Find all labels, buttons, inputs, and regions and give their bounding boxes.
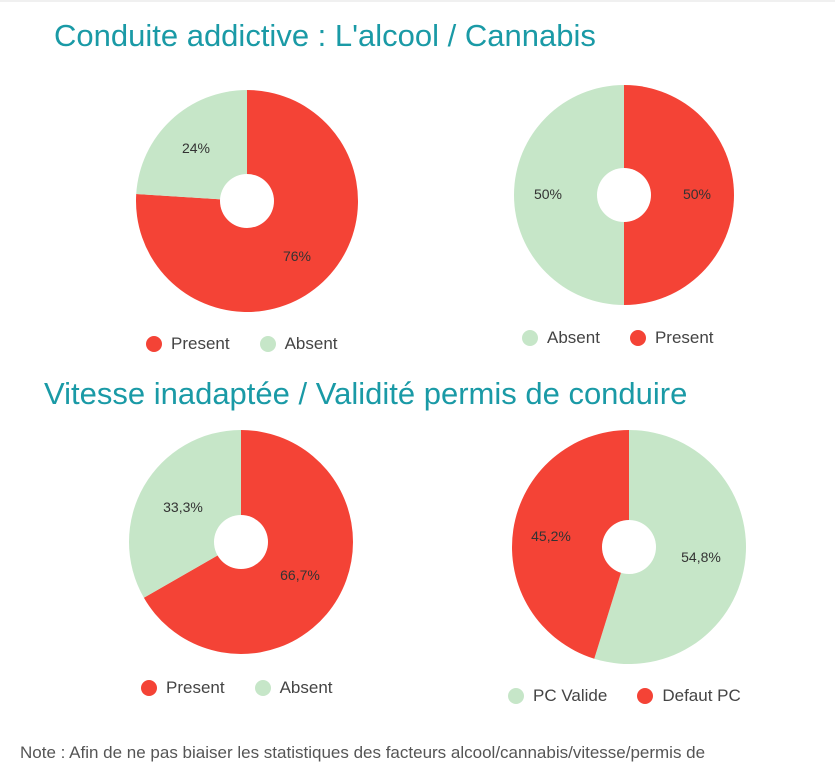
legend-swatch (522, 330, 538, 346)
legend-item-absent: Absent (522, 328, 600, 348)
footnote-text: Note : Afin de ne pas biaiser les statis… (20, 743, 706, 762)
legend-label: Defaut PC (662, 686, 741, 705)
pie-slice-pc-valide (594, 430, 746, 664)
legend-label: Present (171, 334, 230, 353)
pie-center-hole (220, 174, 274, 228)
legend-swatch (508, 688, 524, 704)
legend-label: Absent (279, 678, 333, 697)
slice-value-label: 24% (182, 140, 210, 156)
slice-value-label: 45,2% (531, 528, 571, 544)
legend-cannabis: Absent Present (522, 328, 714, 348)
legend-swatch (141, 680, 157, 696)
pie-center-hole (602, 520, 656, 574)
legend-item-present: Present (629, 328, 714, 348)
legend-item-pc-valide: PC Valide (508, 686, 607, 706)
pie-center-hole (214, 515, 268, 569)
slice-value-label: 66,7% (280, 567, 320, 583)
section-title-addictive-driving: Conduite addictive : L'alcool / Cannabis (54, 18, 596, 53)
slice-value-label: 54,8% (681, 549, 721, 565)
pie-center-hole (597, 168, 651, 222)
pie-slice-absent (136, 90, 247, 201)
legend-item-defaut-pc: Defaut PC (637, 686, 741, 706)
pie-slice-defaut-pc (511, 429, 629, 659)
legend-item-present: Present (141, 678, 225, 698)
pie-slice-present (624, 85, 734, 305)
slice-value-label: 33,3% (163, 499, 203, 515)
legend-swatch (629, 330, 646, 346)
legend-item-present: Present (146, 334, 230, 354)
legend-license: PC Valide Defaut PC (508, 686, 741, 706)
legend-item-absent: Absent (254, 678, 333, 698)
legend-label: Present (654, 328, 714, 347)
legend-swatch (254, 680, 271, 696)
slice-value-label: 50% (683, 186, 711, 202)
top-divider (0, 0, 835, 2)
legend-alcohol: Present Absent (146, 334, 338, 354)
legend-swatch (259, 336, 276, 352)
legend-swatch (146, 336, 162, 352)
pie-slice-absent (128, 430, 241, 598)
legend-label: Absent (284, 334, 338, 353)
legend-label: Present (166, 678, 225, 697)
slice-value-label: 76% (283, 248, 311, 264)
legend-speed: Present Absent (141, 678, 333, 698)
legend-label: PC Valide (533, 686, 608, 705)
pie-slice-absent (514, 85, 624, 305)
legend-item-absent: Absent (259, 334, 338, 354)
slice-value-label: 50% (534, 186, 562, 202)
legend-label: Absent (547, 328, 600, 347)
legend-swatch (637, 688, 654, 704)
section-title-speed-license: Vitesse inadaptée / Validité permis de c… (44, 376, 688, 411)
